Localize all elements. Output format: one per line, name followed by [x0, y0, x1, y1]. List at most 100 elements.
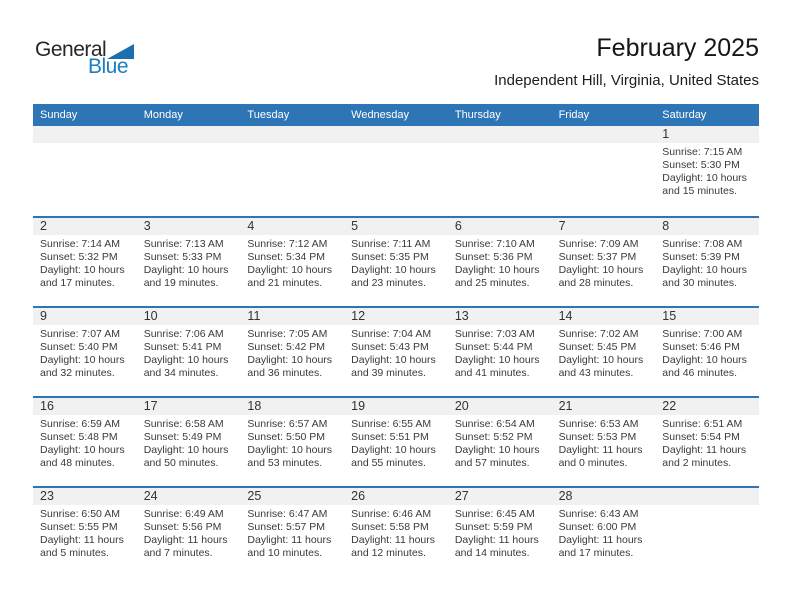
- sunrise-text: Sunrise: 7:12 AM: [247, 238, 328, 250]
- daylight-text-1: Daylight: 11 hours: [558, 444, 643, 456]
- week-row: 16 Sunrise: 6:59 AM Sunset: 5:48 PM Dayligh…: [33, 396, 759, 486]
- sunrise-text: Sunrise: 6:57 AM: [247, 418, 328, 430]
- date-number: 3: [136, 218, 241, 235]
- day-details: Sunrise: 7:13 AM Sunset: 5:33 PM Daylight:…: [137, 235, 241, 290]
- date-number: 23: [33, 488, 137, 505]
- daylight-text-2: and 23 minutes.: [351, 277, 426, 289]
- daylight-text-2: and 39 minutes.: [351, 367, 426, 379]
- daylight-text-2: and 2 minutes.: [662, 457, 732, 469]
- date-number: 27: [447, 488, 552, 505]
- sunrise-text: Sunrise: 6:45 AM: [454, 508, 535, 520]
- daylight-text-2: and 57 minutes.: [454, 457, 530, 469]
- logo-triangle-icon: [107, 44, 135, 59]
- day-cell: 16 Sunrise: 6:59 AM Sunset: 5:48 PM Dayligh…: [33, 398, 137, 486]
- day-cell: 14 Sunrise: 7:02 AM Sunset: 5:45 PM Dayligh…: [551, 308, 656, 396]
- sunrise-text: Sunrise: 7:03 AM: [454, 328, 535, 340]
- day-details: Sunrise: 6:46 AM Sunset: 5:58 PM Daylight:…: [344, 505, 448, 560]
- daylight-text-2: and 15 minutes.: [662, 185, 737, 197]
- weekday-header-tuesday: Tuesday: [247, 109, 290, 121]
- day-cell: 13 Sunrise: 7:03 AM Sunset: 5:44 PM Dayligh…: [447, 308, 552, 396]
- daylight-text-1: Daylight: 10 hours: [454, 264, 540, 276]
- date-number: 1: [655, 126, 759, 143]
- day-details: Sunrise: 7:15 AM Sunset: 5:30 PM Daylight:…: [655, 143, 759, 198]
- date-number: 10: [136, 308, 241, 325]
- day-cell: 4 Sunrise: 7:12 AM Sunset: 5:34 PM Daylight…: [240, 218, 345, 306]
- day-details: Sunrise: 6:47 AM Sunset: 5:57 PM Daylight:…: [240, 505, 344, 560]
- day-cell-empty: [344, 126, 448, 216]
- sunrise-text: Sunrise: 7:08 AM: [662, 238, 743, 250]
- daylight-text-2: and 17 minutes.: [558, 547, 634, 559]
- daylight-text-1: Daylight: 10 hours: [40, 444, 125, 456]
- sunset-text: Sunset: 5:51 PM: [351, 431, 429, 443]
- date-number: 26: [344, 488, 448, 505]
- daylight-text-2: and 12 minutes.: [351, 547, 426, 559]
- day-details: Sunrise: 7:11 AM Sunset: 5:35 PM Daylight:…: [344, 235, 448, 290]
- sunset-text: Sunset: 6:00 PM: [558, 521, 637, 533]
- daylight-text-1: Daylight: 11 hours: [662, 444, 747, 456]
- date-number: 16: [33, 398, 137, 415]
- generalblue-logo: General Blue: [35, 38, 135, 79]
- header-titles: February 2025 Independent Hill, Virginia…: [494, 34, 759, 89]
- weekday-header-thursday: Thursday: [454, 109, 501, 121]
- week-row: 23 Sunrise: 6:50 AM Sunset: 5:55 PM Dayligh…: [33, 486, 759, 576]
- logo-text-blue: Blue: [88, 55, 129, 78]
- day-cell: 3 Sunrise: 7:13 AM Sunset: 5:33 PM Daylight…: [136, 218, 241, 306]
- daylight-text-1: Daylight: 11 hours: [558, 534, 643, 546]
- week-row: 2 Sunrise: 7:14 AM Sunset: 5:32 PM Daylight…: [33, 216, 759, 306]
- day-details: Sunrise: 6:49 AM Sunset: 5:56 PM Daylight:…: [137, 505, 241, 560]
- daylight-text-2: and 7 minutes.: [143, 547, 213, 559]
- day-cell: 7 Sunrise: 7:09 AM Sunset: 5:37 PM Daylight…: [551, 218, 656, 306]
- day-cell: 21 Sunrise: 6:53 AM Sunset: 5:53 PM Dayligh…: [551, 398, 656, 486]
- daylight-text-2: and 25 minutes.: [454, 277, 530, 289]
- daylight-text-1: Daylight: 11 hours: [40, 534, 124, 546]
- sunset-text: Sunset: 5:32 PM: [40, 251, 118, 263]
- day-cell-empty: [240, 126, 345, 216]
- date-number: 28: [551, 488, 656, 505]
- sunrise-text: Sunrise: 6:58 AM: [143, 418, 224, 430]
- sunset-text: Sunset: 5:46 PM: [662, 341, 740, 353]
- daylight-text-1: Daylight: 10 hours: [351, 264, 436, 276]
- day-cell: 15 Sunrise: 7:00 AM Sunset: 5:46 PM Dayligh…: [655, 308, 759, 396]
- date-number: 14: [551, 308, 656, 325]
- sunrise-text: Sunrise: 7:06 AM: [143, 328, 224, 340]
- sunrise-text: Sunrise: 7:11 AM: [351, 238, 431, 250]
- daylight-text-1: Daylight: 11 hours: [247, 534, 332, 546]
- daylight-text-1: Daylight: 10 hours: [454, 354, 540, 366]
- sunset-text: Sunset: 5:36 PM: [454, 251, 533, 263]
- day-cell-empty: [33, 126, 137, 216]
- daylight-text-2: and 32 minutes.: [40, 367, 115, 379]
- sunrise-text: Sunrise: 6:54 AM: [454, 418, 535, 430]
- date-number: 22: [655, 398, 759, 415]
- weekday-header-row: Sunday Monday Tuesday Wednesday Thursday…: [33, 104, 759, 126]
- sunrise-text: Sunrise: 6:46 AM: [351, 508, 432, 520]
- day-cell: 1 Sunrise: 7:15 AM Sunset: 5:30 PM Daylight…: [655, 126, 759, 216]
- day-details: Sunrise: 7:05 AM Sunset: 5:42 PM Daylight:…: [240, 325, 344, 380]
- daylight-text-2: and 36 minutes.: [247, 367, 323, 379]
- daylight-text-2: and 41 minutes.: [454, 367, 530, 379]
- day-details: Sunrise: 6:50 AM Sunset: 5:55 PM Daylight:…: [33, 505, 137, 560]
- daylight-text-2: and 17 minutes.: [40, 277, 115, 289]
- day-details: Sunrise: 6:57 AM Sunset: 5:50 PM Daylight:…: [240, 415, 344, 470]
- daylight-text-2: and 55 minutes.: [351, 457, 426, 469]
- day-details: Sunrise: 7:09 AM Sunset: 5:37 PM Daylight:…: [552, 235, 656, 290]
- date-number: 18: [240, 398, 345, 415]
- daylight-text-1: Daylight: 10 hours: [143, 264, 229, 276]
- week-row: 9 Sunrise: 7:07 AM Sunset: 5:40 PM Daylight…: [33, 306, 759, 396]
- date-number: [240, 126, 345, 143]
- sunset-text: Sunset: 5:30 PM: [662, 159, 740, 171]
- date-number: 25: [240, 488, 345, 505]
- sunrise-text: Sunrise: 7:05 AM: [247, 328, 328, 340]
- date-number: 4: [240, 218, 345, 235]
- day-details: Sunrise: 7:08 AM Sunset: 5:39 PM Daylight:…: [655, 235, 759, 290]
- daylight-text-2: and 48 minutes.: [40, 457, 115, 469]
- sunrise-text: Sunrise: 6:51 AM: [662, 418, 743, 430]
- daylight-text-1: Daylight: 10 hours: [247, 444, 333, 456]
- day-cell: 20 Sunrise: 6:54 AM Sunset: 5:52 PM Dayligh…: [447, 398, 552, 486]
- sunrise-text: Sunrise: 6:43 AM: [558, 508, 639, 520]
- day-details: Sunrise: 6:58 AM Sunset: 5:49 PM Daylight:…: [137, 415, 241, 470]
- sunset-text: Sunset: 5:52 PM: [454, 431, 533, 443]
- daylight-text-2: and 46 minutes.: [662, 367, 737, 379]
- daylight-text-2: and 5 minutes.: [40, 547, 109, 559]
- day-cell: 8 Sunrise: 7:08 AM Sunset: 5:39 PM Daylight…: [655, 218, 759, 306]
- day-details: Sunrise: 6:45 AM Sunset: 5:59 PM Daylight:…: [448, 505, 552, 560]
